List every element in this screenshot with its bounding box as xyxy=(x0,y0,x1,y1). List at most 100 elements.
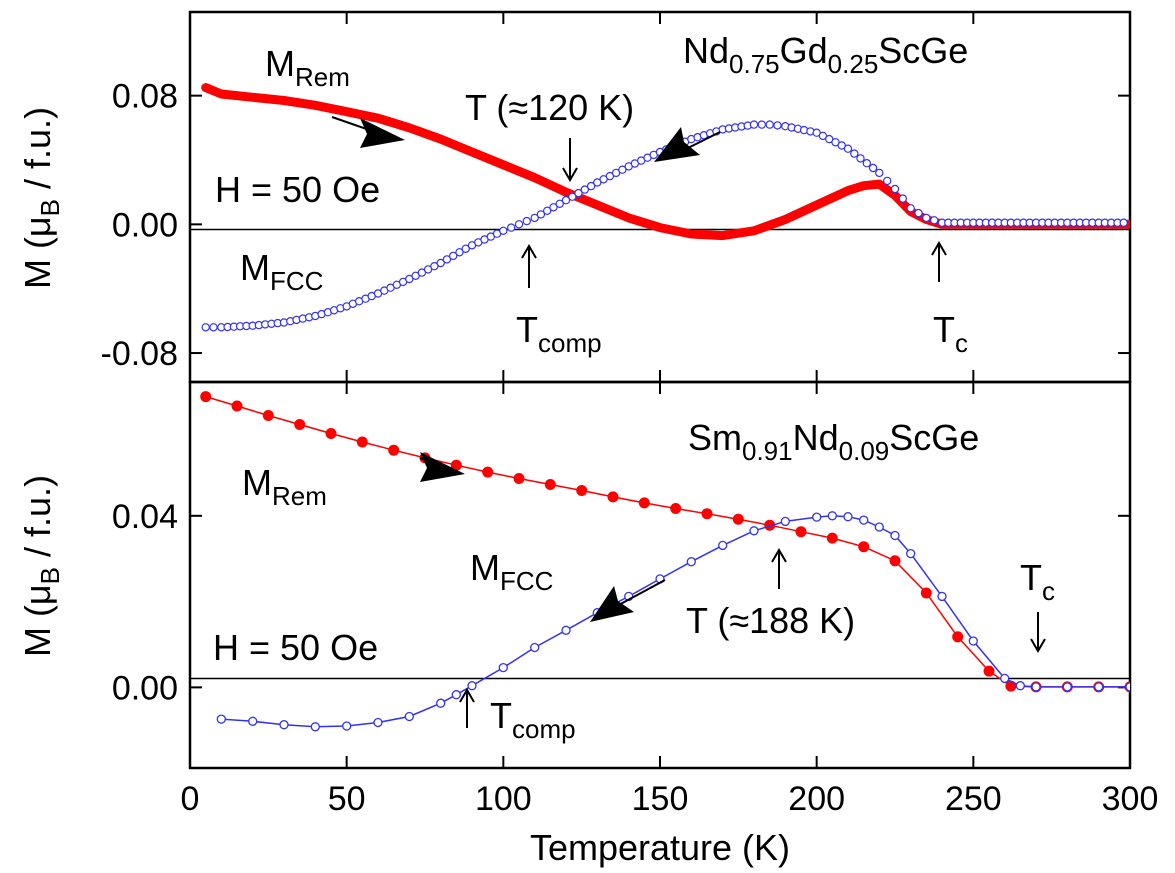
top-mfcc-point xyxy=(561,195,571,205)
x-tick-labels: 0 50 100 150 200 250 300 xyxy=(181,780,1159,818)
bottom-tc-arrow xyxy=(1030,612,1046,653)
bottom-mrem-direction-arrow xyxy=(419,452,465,482)
bottom-panel: 0.000.04 0 50 100 150 200 250 300 M (μB / f.u.… xyxy=(17,12,1158,868)
top-y-tick-label: -0.08 xyxy=(101,335,179,373)
bottom-mfcc-point xyxy=(686,557,696,567)
x-tick-label: 300 xyxy=(1102,780,1159,818)
bottom-ylabel-sub: B xyxy=(35,567,65,584)
top-mfcc-point xyxy=(455,248,464,257)
bottom-tcomp-base: T xyxy=(490,695,512,736)
top-tc-sub: c xyxy=(955,328,968,358)
top-title-base3: ScGe xyxy=(878,30,968,71)
bottom-mrem-point xyxy=(826,532,838,544)
bottom-mfcc-point xyxy=(498,662,508,673)
bottom-mfcc-point xyxy=(1015,681,1025,691)
bottom-mrem-point xyxy=(200,391,212,403)
top-mfcc-point xyxy=(868,163,878,173)
top-mfcc-point xyxy=(586,181,596,191)
bottom-crossing-arrow xyxy=(771,548,787,589)
top-mfcc-sub: FCC xyxy=(270,266,323,296)
bottom-mrem-point xyxy=(513,473,525,484)
bottom-series-layer xyxy=(200,391,1130,732)
top-mfcc-base: M xyxy=(240,247,270,288)
bottom-mfcc-point xyxy=(812,512,822,522)
top-ylabel-sub: B xyxy=(35,199,65,216)
top-series-layer xyxy=(201,83,1130,332)
bottom-tcomp-sub: comp xyxy=(512,714,576,744)
bottom-mfcc-point xyxy=(530,642,540,653)
top-mfcc-point xyxy=(574,188,583,198)
top-mfcc-point xyxy=(543,206,552,215)
top-ylabel-pre: M (μ xyxy=(17,216,58,289)
top-panel: -0.08 0.00 0.08 M (μB / f.u.) Nd0.75Gd0.25… xyxy=(17,10,1132,384)
top-mfcc-point xyxy=(555,199,564,208)
top-mfcc-point xyxy=(930,216,939,225)
top-mfcc-point xyxy=(449,251,458,261)
x-tick-label: 250 xyxy=(945,780,1002,818)
bottom-tc-sub: c xyxy=(1042,576,1055,606)
top-mfcc-point xyxy=(618,165,627,174)
bottom-mfcc-point xyxy=(874,522,884,532)
top-mfcc-point xyxy=(862,158,872,168)
top-mfcc-point xyxy=(757,120,767,129)
bottom-tc-base: T xyxy=(1020,557,1042,598)
bottom-mfcc-point xyxy=(843,512,853,522)
bottom-ylabel-post: / f.u.) xyxy=(17,475,58,567)
top-mrem-sub: Rem xyxy=(295,62,350,92)
bottom-mfcc-point xyxy=(1000,673,1010,684)
top-mrem-direction-arrow xyxy=(331,116,405,148)
top-mfcc-point xyxy=(875,168,884,178)
top-mfcc-point xyxy=(749,120,759,129)
top-mfcc-label: MFCC xyxy=(240,247,323,296)
top-mfcc-point xyxy=(1119,218,1128,227)
bottom-mfcc-point xyxy=(451,690,461,700)
bottom-mrem-point xyxy=(952,631,964,643)
bottom-mrem-label: MRem xyxy=(242,462,327,511)
bottom-mfcc-point xyxy=(780,516,790,527)
top-field-label: H = 50 Oe xyxy=(215,169,380,210)
bottom-mfcc-point xyxy=(248,716,258,726)
bottom-mfcc-point xyxy=(1094,682,1104,692)
bottom-mrem-point xyxy=(920,587,932,599)
bottom-mfcc-sub: FCC xyxy=(500,566,553,596)
top-tc-arrow xyxy=(931,241,947,282)
bottom-crossing-label: T (≈188 K) xyxy=(686,600,855,641)
bottom-mrem-point xyxy=(262,410,274,421)
top-mfcc-point xyxy=(209,323,218,332)
bottom-mfcc-point xyxy=(906,548,916,559)
x-tick-label: 200 xyxy=(788,780,845,818)
bottom-title-base2: Nd xyxy=(793,417,839,458)
bottom-tc-label: Tc xyxy=(1020,557,1055,606)
bottom-mrem-point xyxy=(356,436,368,448)
bottom-mfcc-point xyxy=(436,698,446,708)
top-y-tick-label: 0.08 xyxy=(112,78,178,116)
bottom-mfcc-label: MFCC xyxy=(470,547,553,596)
top-y-tick-label: 0.00 xyxy=(112,206,178,244)
top-tcomp-sub: comp xyxy=(538,328,602,358)
bottom-mrem-point xyxy=(607,491,619,503)
top-crossing-arrow xyxy=(562,138,578,182)
x-tick-label: 150 xyxy=(632,780,689,818)
bottom-mrem-point xyxy=(889,555,901,567)
top-mfcc-point xyxy=(514,220,524,229)
top-mfcc-point xyxy=(201,323,210,332)
top-ylabel-post: / f.u.) xyxy=(17,107,58,199)
top-mfcc-point xyxy=(442,255,452,264)
bottom-mfcc-point xyxy=(373,717,383,728)
bottom-mrem-point xyxy=(732,513,744,525)
top-compound-title: Nd0.75Gd0.25ScGe xyxy=(683,30,968,79)
bottom-tcomp-label: Tcomp xyxy=(490,695,576,744)
bottom-mfcc-point xyxy=(937,591,947,602)
top-mfcc-point xyxy=(549,203,558,212)
top-mfcc-point xyxy=(765,120,774,129)
bottom-mfcc-point xyxy=(1062,682,1072,692)
top-mfcc-point xyxy=(883,176,892,186)
bottom-title-base1: Sm xyxy=(688,417,742,458)
top-mfcc-point xyxy=(499,226,508,235)
bottom-mfcc-point xyxy=(968,636,978,646)
bottom-mfcc-point xyxy=(1031,682,1041,692)
top-mfcc-point xyxy=(530,213,539,223)
bottom-mrem-point xyxy=(670,503,682,514)
top-mfcc-point xyxy=(568,192,577,201)
bottom-mfcc-point xyxy=(342,721,352,731)
